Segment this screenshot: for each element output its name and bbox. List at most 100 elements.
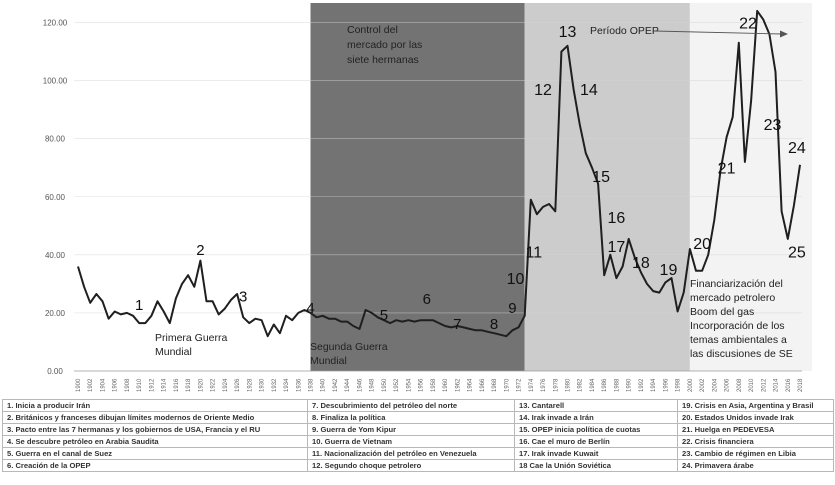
event-marker-17: 17 <box>608 239 626 256</box>
siete-hermanas-line-2: mercado por las <box>347 39 422 51</box>
legend-cell: 6. Creación de la OPEP <box>2 459 308 472</box>
event-marker-3: 3 <box>239 288 247 305</box>
legend-row: 5. Guerra en el canal de Suez 11. Nacion… <box>2 447 834 460</box>
event-marker-19: 19 <box>660 262 678 279</box>
y-tick-label: 120.00 <box>43 19 68 28</box>
event-marker-24: 24 <box>788 140 806 157</box>
x-tick-label: 1918 <box>186 378 192 392</box>
y-tick-label: 0.00 <box>47 367 63 376</box>
event-marker-9: 9 <box>508 300 516 317</box>
x-tick-label: 1952 <box>394 378 400 392</box>
event-marker-22: 22 <box>739 15 757 32</box>
legend-cell: 1. Inicia a producir Irán <box>2 399 308 412</box>
x-tick-label: 2014 <box>774 378 780 392</box>
x-tick-label: 1908 <box>125 378 131 392</box>
x-tick-label: 1924 <box>223 378 229 392</box>
event-marker-5: 5 <box>380 307 388 324</box>
x-tick-label: 1920 <box>198 378 204 392</box>
event-marker-8: 8 <box>490 316 498 333</box>
event-marker-20: 20 <box>693 236 711 253</box>
x-tick-label: 2010 <box>749 378 755 392</box>
y-tick-label: 20.00 <box>45 309 66 318</box>
event-marker-11: 11 <box>526 245 543 262</box>
x-tick-label: 1936 <box>296 378 302 392</box>
x-tick-label: 1988 <box>614 378 620 392</box>
event-marker-12: 12 <box>534 82 552 99</box>
x-tick-label: 1906 <box>113 378 119 392</box>
x-tick-label: 2006 <box>725 378 731 392</box>
x-tick-label: 1954 <box>406 378 412 392</box>
region-financiarizacion <box>689 3 812 371</box>
x-tick-label: 1966 <box>480 378 486 392</box>
x-tick-label: 1984 <box>590 378 596 392</box>
legend-row: 4. Se descubre petróleo en Arabia Saudit… <box>2 435 834 448</box>
x-tick-label: 1902 <box>88 378 94 392</box>
siete-hermanas-line-1: Control del <box>347 24 398 36</box>
x-tick-label: 1910 <box>137 378 143 392</box>
y-axis-ticks: 0.00 20.00 40.00 60.00 80.00 100.00 120.00 <box>43 19 68 376</box>
event-marker-13: 13 <box>559 24 577 41</box>
region-siete-hermanas <box>310 3 525 371</box>
x-tick-label: 1994 <box>651 378 657 392</box>
x-tick-label: 1912 <box>149 378 155 392</box>
legend-cell: 9. Guerra de Yom Kipur <box>307 423 515 436</box>
x-axis-ticks: 1900 1902 1904 1906 1908 1910 1912 1914 1916 1918… <box>76 378 804 392</box>
legend-cell: 4. Se descubre petróleo en Arabia Saudit… <box>2 435 308 448</box>
x-tick-label: 1964 <box>468 378 474 392</box>
x-tick-label: 1950 <box>382 378 388 392</box>
x-tick-label: 1946 <box>357 378 363 392</box>
x-tick-label: 2012 <box>761 378 767 392</box>
legend-cell: 15. OPEP inicia política de cuotas <box>514 423 678 436</box>
event-marker-1: 1 <box>135 297 143 314</box>
siete-hermanas-line-3: siete hermanas <box>347 54 419 66</box>
x-tick-label: 1904 <box>100 378 106 392</box>
event-marker-25: 25 <box>788 245 806 262</box>
legend-cell: 11. Nacionalización del petróleo en Vene… <box>307 447 515 460</box>
event-marker-10: 10 <box>507 271 525 288</box>
periodo-opep-arrowhead <box>780 30 788 38</box>
event-marker-6: 6 <box>423 291 431 308</box>
event-marker-18: 18 <box>632 255 650 272</box>
segunda-guerra-line-1: Segunda Guerra <box>310 341 388 353</box>
legend-cell: 13. Cantarell <box>514 399 678 412</box>
y-tick-label: 100.00 <box>43 77 68 86</box>
x-tick-label: 1922 <box>211 378 217 392</box>
x-tick-label: 1982 <box>578 378 584 392</box>
x-tick-label: 1928 <box>247 378 253 392</box>
x-tick-label: 1926 <box>235 378 241 392</box>
x-tick-label: 1976 <box>541 378 547 392</box>
x-tick-label: 1996 <box>663 378 669 392</box>
x-tick-label: 1968 <box>492 378 498 392</box>
x-tick-label: 2008 <box>737 378 743 392</box>
x-tick-label: 1972 <box>517 378 523 392</box>
legend-cell: 12. Segundo choque petrolero <box>307 459 515 472</box>
x-tick-label: 1940 <box>321 378 327 392</box>
event-marker-2: 2 <box>196 242 204 259</box>
financiarizacion-line-5: temas ambientales a <box>690 334 787 346</box>
price-line <box>77 9 801 338</box>
primera-guerra-line-2: Mundial <box>155 346 192 358</box>
x-tick-label: 1998 <box>676 378 682 392</box>
event-marker-16: 16 <box>608 210 626 227</box>
x-tick-label: 1980 <box>565 378 571 392</box>
x-tick-label: 2018 <box>798 378 804 392</box>
legend-cell: 18 Cae la Unión Soviética <box>514 459 678 472</box>
event-marker-7: 7 <box>453 316 461 333</box>
x-tick-label: 1978 <box>553 378 559 392</box>
series-layer <box>77 9 801 338</box>
legend-cell: 17. Irak invade Kuwait <box>514 447 678 460</box>
x-tick-label: 1948 <box>370 378 376 392</box>
x-tick-label: 1916 <box>174 378 180 392</box>
x-tick-label: 2000 <box>688 378 694 392</box>
x-tick-label: 2002 <box>700 378 706 392</box>
x-tick-label: 1990 <box>627 378 633 392</box>
financiarizacion-line-4: Incorporación de los <box>690 320 785 332</box>
x-tick-label: 1962 <box>455 378 461 392</box>
label-financiarizacion: Financiarización del mercado petrolero B… <box>690 278 793 360</box>
segunda-guerra-line-2: Mundial <box>310 355 347 367</box>
event-marker-15: 15 <box>592 169 610 186</box>
events-legend-table: 1. Inicia a producir Irán 7. Descubrimie… <box>2 399 834 472</box>
legend-cell: 7. Descubrimiento del petróleo del norte <box>307 399 515 412</box>
